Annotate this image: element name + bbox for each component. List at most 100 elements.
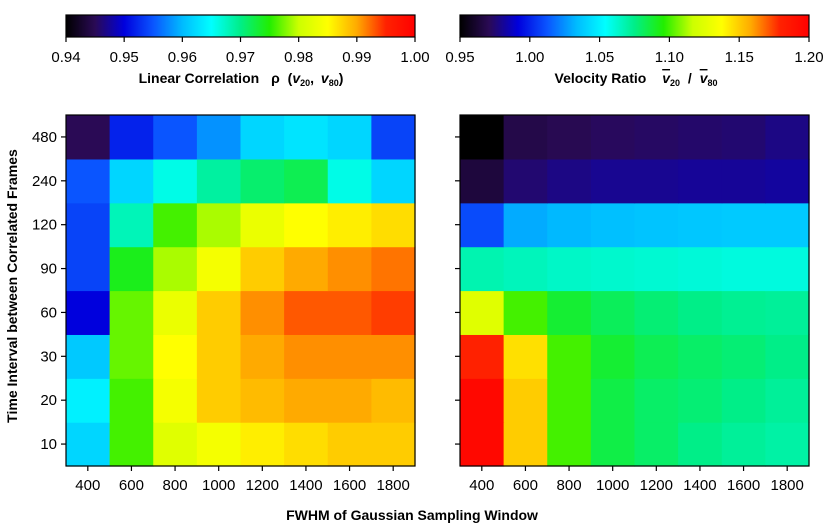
x-tick-label: 1200	[246, 477, 279, 494]
heatmap-cell	[460, 115, 505, 160]
heatmap-cell	[153, 422, 198, 467]
x-tick-label: 800	[163, 477, 188, 494]
heatmap-cell	[547, 334, 592, 379]
heatmap-cell	[634, 115, 679, 160]
y-axis-label: Time Interval between Correlated Frames	[4, 149, 20, 423]
heatmap-cell	[765, 334, 810, 379]
heatmap-cell	[460, 246, 505, 292]
heatmap-cell	[678, 115, 723, 160]
heatmap-cell	[634, 246, 679, 292]
heatmap-cell	[503, 115, 548, 160]
colorbar-tick-label: 0.97	[226, 49, 255, 66]
heatmap-cell	[109, 115, 154, 160]
heatmap-cell	[460, 290, 505, 335]
heatmap-cell	[284, 290, 329, 335]
heatmap-cell	[765, 422, 810, 467]
heatmap-cell	[240, 290, 285, 335]
colorbar-tick-label: 1.20	[794, 49, 823, 66]
heatmap-cell	[153, 246, 198, 292]
heatmap-cell	[460, 422, 505, 467]
colorbar-tick-label: 1.15	[725, 49, 754, 66]
colorbar-tick-label: 1.00	[515, 49, 544, 66]
heatmap-cell	[590, 115, 636, 160]
heatmap-cell	[590, 378, 636, 423]
heatmap-cell	[109, 378, 154, 423]
heatmap-cell	[196, 334, 242, 379]
colorbar-tick-label: 0.98	[284, 49, 313, 66]
heatmap-cell	[371, 290, 416, 335]
heatmap-cell	[765, 246, 810, 292]
heatmap-cell	[66, 422, 111, 467]
heatmap-cell	[284, 158, 329, 204]
x-tick-label: 1800	[377, 477, 410, 494]
heatmap-cell	[765, 290, 810, 335]
heatmap-cell	[196, 378, 242, 423]
heatmap-cell	[196, 290, 242, 335]
heatmap-cell	[153, 115, 198, 160]
heatmap-cell	[196, 422, 242, 467]
heatmap-cell	[284, 422, 329, 467]
heatmap-cell	[196, 115, 242, 160]
x-tick-label: 1600	[727, 477, 760, 494]
heatmap-cell	[460, 334, 505, 379]
heatmap-cell	[460, 378, 505, 423]
y-tick-label: 240	[32, 173, 57, 190]
heatmap-cell	[66, 115, 111, 160]
heatmap-cell	[634, 378, 679, 423]
heatmap-cell	[240, 202, 285, 248]
heatmap-cell	[240, 158, 285, 204]
heatmap-cell	[678, 378, 723, 423]
heatmap-cell	[109, 290, 154, 335]
heatmap-cell	[371, 422, 416, 467]
heatmap-cell	[66, 202, 111, 248]
heatmap-cell	[240, 115, 285, 160]
heatmap-cell	[721, 115, 766, 160]
heatmap-cell	[634, 334, 679, 379]
heatmap-cell	[721, 202, 766, 248]
x-tick-label: 1200	[640, 477, 673, 494]
x-tick-label: 400	[75, 477, 100, 494]
y-tick-label: 10	[40, 436, 57, 453]
y-tick-label: 20	[40, 392, 57, 409]
heatmap-cell	[284, 115, 329, 160]
heatmap-cell	[460, 202, 505, 248]
heatmap-cell	[240, 422, 285, 467]
y-tick-label: 120	[32, 217, 57, 234]
heatmap-cell	[634, 202, 679, 248]
heatmap-cell	[721, 158, 766, 204]
heatmap-cell	[547, 290, 592, 335]
heatmap-cell	[284, 202, 329, 248]
colorbar-velocity-ratio-bar	[459, 14, 810, 38]
heatmap-cell	[240, 334, 285, 379]
heatmap-cell	[460, 158, 505, 204]
heatmap-cell	[371, 246, 416, 292]
heatmap-cell	[765, 115, 810, 160]
heatmap-cell	[547, 246, 592, 292]
x-tick-label: 800	[557, 477, 582, 494]
heatmap-cell	[634, 422, 679, 467]
heatmap-cell	[678, 334, 723, 379]
colorbar-correlation-bar	[65, 14, 416, 38]
heatmap-cell	[371, 202, 416, 248]
heatmap-cell	[66, 246, 111, 292]
heatmap-cell	[327, 115, 372, 160]
heatmap-cell	[678, 202, 723, 248]
heatmap-correlation	[65, 114, 416, 467]
colorbar-correlation: 0.94 0.95 0.96 0.97 0.98 0.99 1.00 Linear Corr…	[51, 14, 430, 88]
y-tick-label: 480	[32, 129, 57, 146]
heatmap-cell	[327, 158, 372, 204]
heatmap-cell	[503, 422, 548, 467]
colorbar-tick-label: 0.94	[51, 49, 80, 66]
heatmap-cell	[590, 422, 636, 467]
heatmap-cell	[503, 378, 548, 423]
heatmap-cell	[590, 202, 636, 248]
x-tick-label: 1600	[333, 477, 366, 494]
heatmap-cell	[153, 158, 198, 204]
heatmap-cell	[240, 246, 285, 292]
heatmap-cell	[678, 246, 723, 292]
heatmap-cell	[634, 290, 679, 335]
heatmap-cell	[66, 334, 111, 379]
heatmap-cell	[503, 334, 548, 379]
heatmap-cell	[153, 202, 198, 248]
